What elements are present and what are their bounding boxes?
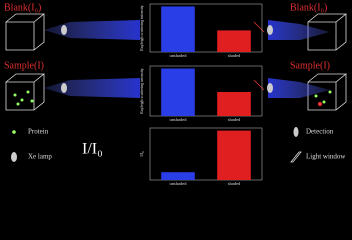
detector-icon xyxy=(293,127,299,137)
x-tick-label: unshaded xyxy=(170,181,188,186)
x-tick-label: unshaded xyxy=(170,53,188,58)
bar xyxy=(217,130,251,180)
plot-frame xyxy=(149,3,263,53)
plot-frame xyxy=(149,65,263,117)
bar xyxy=(217,92,251,116)
legend-label: Light window xyxy=(306,153,346,161)
diagram: Blank(I₀) Blank(I₀) Sample(I) Sample(I) … xyxy=(4,2,347,186)
bar xyxy=(217,30,251,52)
bar xyxy=(161,172,195,180)
x-tick-label: shaded xyxy=(228,181,241,186)
bar xyxy=(161,68,195,116)
window-icon xyxy=(290,151,302,163)
left-sample-scene xyxy=(5,73,140,111)
y-axis-label: Rayleigh scattering intensity xyxy=(139,68,144,114)
label: Blank(I₀) xyxy=(290,2,327,13)
right-sample-scene xyxy=(253,73,347,111)
y-axis-label: Rayleigh scattering intensity xyxy=(139,5,144,51)
y-axis-label: I/I₀ xyxy=(139,151,144,157)
ratio-label: I/I₀ xyxy=(82,141,103,158)
legend-label: Detection xyxy=(306,128,334,136)
label: Sample(I) xyxy=(4,60,44,71)
right-blank-scene xyxy=(253,13,347,51)
lamp-icon xyxy=(11,152,17,162)
x-tick-label: shaded xyxy=(228,53,241,58)
left-blank-scene xyxy=(5,13,140,51)
protein-icon xyxy=(12,130,16,134)
label: Blank(I₀) xyxy=(4,2,41,13)
label: Sample(I) xyxy=(290,60,330,71)
x-tick-label: shaded xyxy=(228,117,241,122)
legend-label: Xe lamp xyxy=(28,153,52,161)
legend-label: Protein xyxy=(28,128,49,136)
bar xyxy=(161,6,195,52)
x-tick-label: unshaded xyxy=(170,117,188,122)
plot-frame xyxy=(149,127,263,181)
